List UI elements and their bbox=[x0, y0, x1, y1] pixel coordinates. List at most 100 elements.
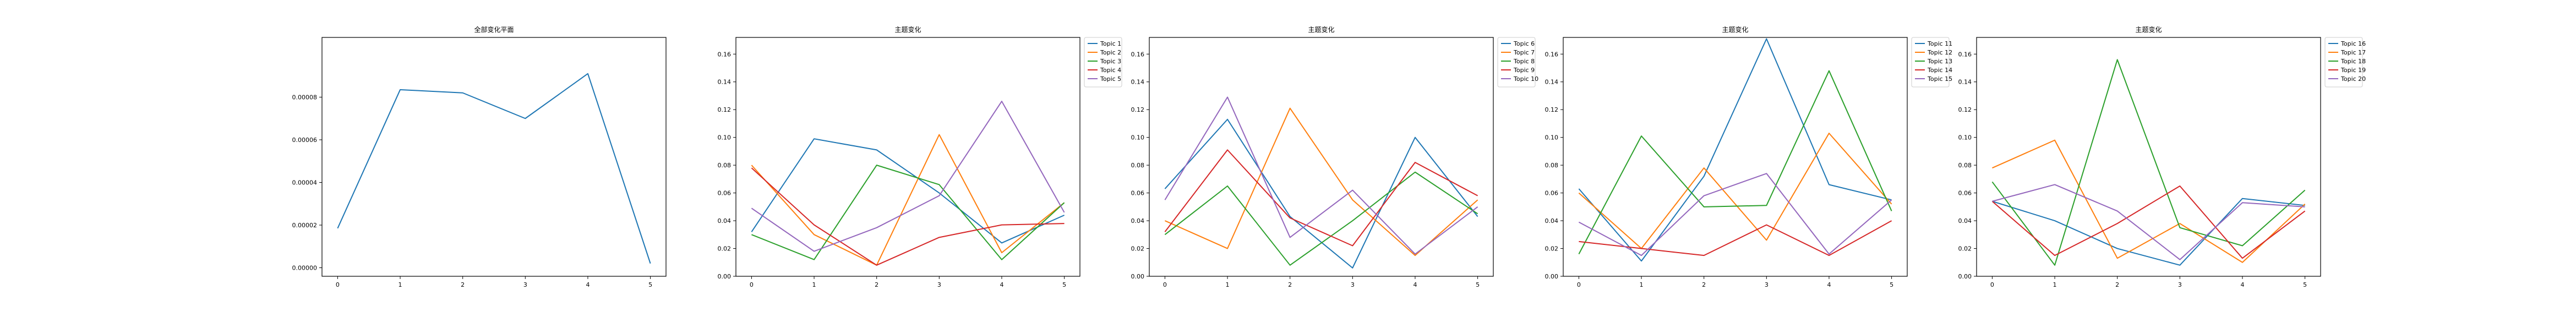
x-tick-label: 4 bbox=[1413, 281, 1417, 288]
legend-label: Topic 20 bbox=[2340, 75, 2366, 83]
series-line-topic-7 bbox=[1165, 107, 1478, 256]
series-line-topic-9 bbox=[1164, 149, 1478, 247]
series-line-topic-10 bbox=[1164, 96, 1478, 255]
y-tick-label: 0.12 bbox=[1131, 106, 1145, 113]
x-tick-label: 3 bbox=[1765, 281, 1769, 288]
y-tick-label: 0.00 bbox=[1545, 273, 1559, 280]
legend-label: Topic 9 bbox=[1513, 67, 1535, 74]
x-tick-label: 5 bbox=[1890, 281, 1893, 288]
legend-box bbox=[1084, 37, 1122, 88]
y-tick-label: 0.06 bbox=[1131, 190, 1145, 197]
y-tick-label: 0.00 bbox=[1131, 273, 1145, 280]
series-line-topic-2 bbox=[751, 134, 1065, 266]
plot-frame bbox=[1563, 37, 1908, 277]
y-tick-label: 0.00 bbox=[1958, 273, 1972, 280]
x-tick-label: 5 bbox=[648, 281, 652, 288]
plot-frame bbox=[735, 37, 1080, 277]
series-line-topic-19 bbox=[1991, 185, 2306, 259]
y-tick-label: 0.10 bbox=[1131, 134, 1145, 141]
x-tick-label: 1 bbox=[2053, 281, 2057, 288]
y-tick-label: 0.16 bbox=[718, 51, 732, 58]
series-line-topic-4 bbox=[751, 167, 1065, 266]
x-tick-label: 0 bbox=[336, 281, 340, 288]
y-tick-label: 0.08 bbox=[718, 162, 732, 169]
legend-label: Topic 2 bbox=[1100, 49, 1121, 56]
chart-title: 主题变化 bbox=[1722, 25, 1748, 34]
chart-panel-2: 主题变化 0 1 2 3 4 5 0.00 0.02 0.04 0.06 0.08 0.10 0.12 0.… bbox=[718, 25, 1122, 288]
series-line-topic-8 bbox=[1164, 171, 1478, 266]
y-tick-label: 0.14 bbox=[1958, 79, 1972, 86]
chart-title: 主题变化 bbox=[2135, 25, 2162, 34]
chart-title: 主题变化 bbox=[894, 25, 921, 34]
legend-label: Topic 13 bbox=[1927, 58, 1952, 65]
x-tick-label: 5 bbox=[1476, 281, 1480, 288]
plot-frame bbox=[1149, 37, 1494, 277]
x-tick-label: 1 bbox=[1226, 281, 1230, 288]
y-tick-label: 0.08 bbox=[1545, 162, 1559, 169]
y-tick-label: 0.04 bbox=[1545, 217, 1559, 225]
y-tick-label: 0.02 bbox=[1958, 245, 1972, 253]
y-tick-label: 0.02 bbox=[1545, 245, 1559, 253]
y-tick-label: 0.00008 bbox=[292, 94, 318, 101]
legend-label: Topic 16 bbox=[2340, 40, 2366, 47]
x-tick-label: 4 bbox=[1827, 281, 1831, 288]
y-tick-label: 0.12 bbox=[718, 106, 732, 113]
x-tick-label: 0 bbox=[1163, 281, 1167, 288]
y-tick-label: 0.00006 bbox=[292, 136, 318, 144]
series-line-topic-13 bbox=[1578, 70, 1892, 255]
series-line-topic-20 bbox=[1992, 184, 2305, 260]
chart-title: 主题变化 bbox=[1308, 25, 1334, 34]
series-line-topic-6 bbox=[1164, 118, 1478, 269]
x-tick-label: 0 bbox=[1990, 281, 1994, 288]
x-tick-label: 3 bbox=[1351, 281, 1355, 288]
y-tick-label: 0.04 bbox=[1131, 217, 1145, 225]
legend-label: Topic 6 bbox=[1513, 40, 1535, 47]
legend-label: Topic 19 bbox=[2340, 67, 2366, 74]
x-tick-label: 2 bbox=[1288, 281, 1292, 288]
y-tick-label: 0.12 bbox=[1958, 106, 1972, 113]
series-line-topic-11 bbox=[1578, 38, 1892, 262]
chart-panel-4: 主题变化 0 1 2 3 4 5 0.00 0.02 0.04 0.06 0.08 0.10 0.12 0.… bbox=[1545, 25, 1953, 288]
x-tick-label: 4 bbox=[1000, 281, 1003, 288]
y-tick-label: 0.08 bbox=[1958, 162, 1972, 169]
y-tick-label: 0.00 bbox=[718, 273, 732, 280]
legend-label: Topic 7 bbox=[1513, 49, 1535, 56]
series-line-topic-14 bbox=[1579, 220, 1892, 256]
y-tick-label: 0.02 bbox=[1131, 245, 1145, 253]
chart-panel-1: 全部变化平面 0 1 2 3 4 5 0.00000 0.00002 0.00004 0.00006… bbox=[292, 25, 667, 288]
legend-label: Topic 11 bbox=[1927, 40, 1952, 47]
x-tick-label: 4 bbox=[586, 281, 590, 288]
series-line-topic-3 bbox=[751, 165, 1065, 260]
x-tick-label: 1 bbox=[1640, 281, 1644, 288]
x-tick-label: 2 bbox=[2115, 281, 2119, 288]
series-line-topic-1 bbox=[751, 138, 1065, 244]
y-tick-label: 0.14 bbox=[1131, 79, 1145, 86]
series-line-topic-15 bbox=[1578, 173, 1892, 256]
legend-label: Topic 5 bbox=[1100, 75, 1121, 83]
y-tick-label: 0.00000 bbox=[292, 265, 318, 272]
y-tick-label: 0.02 bbox=[718, 245, 732, 253]
x-tick-label: 0 bbox=[1577, 281, 1581, 288]
series-line-topic-12 bbox=[1578, 133, 1892, 249]
y-tick-label: 0.14 bbox=[1545, 79, 1559, 86]
y-tick-label: 0.06 bbox=[718, 190, 732, 197]
x-tick-label: 3 bbox=[2178, 281, 2182, 288]
legend-label: Topic 14 bbox=[1927, 67, 1952, 74]
x-tick-label: 1 bbox=[812, 281, 816, 288]
y-tick-label: 0.04 bbox=[718, 217, 732, 225]
series-line-topic-16 bbox=[1992, 198, 2305, 266]
x-tick-label: 5 bbox=[1062, 281, 1066, 288]
legend-box bbox=[1497, 37, 1536, 88]
y-tick-label: 0.10 bbox=[718, 134, 732, 141]
legend-label: Topic 3 bbox=[1100, 58, 1121, 65]
series-line-topic-5 bbox=[751, 101, 1065, 252]
x-tick-label: 3 bbox=[937, 281, 941, 288]
y-tick-label: 0.00004 bbox=[292, 179, 318, 187]
series-line-topic-18 bbox=[1991, 59, 2306, 266]
y-tick-label: 0.16 bbox=[1131, 51, 1145, 58]
legend-label: Topic 8 bbox=[1513, 58, 1535, 65]
